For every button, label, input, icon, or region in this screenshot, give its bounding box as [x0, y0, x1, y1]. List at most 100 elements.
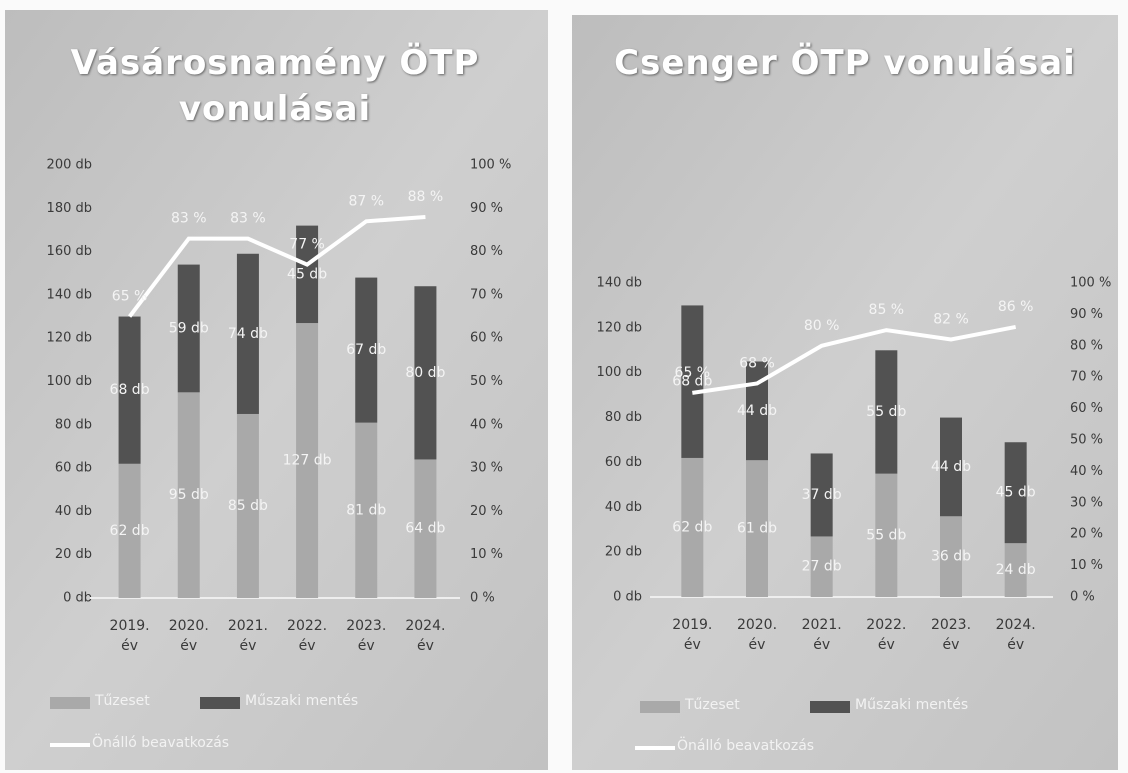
y2-tick-label: 30 %: [1070, 495, 1103, 510]
legend-swatch: [640, 701, 680, 713]
y2-tick-label: 70 %: [470, 287, 503, 302]
x-tick-label: 2024. év: [405, 618, 446, 654]
y-tick-label: 140 db: [47, 287, 92, 302]
bar-segment: [177, 264, 200, 393]
y2-tick-label: 10 %: [470, 547, 503, 562]
bar-segment: [355, 277, 378, 423]
line-label: 82 %: [933, 312, 969, 328]
legend-label: Műszaki mentés: [245, 693, 359, 709]
y2-tick-label: 50 %: [1070, 433, 1103, 448]
y-tick-label: 120 db: [47, 331, 92, 346]
legend-label: Tűzeset: [95, 693, 150, 709]
data-label: 85 db: [228, 498, 268, 514]
data-label: 68 db: [672, 374, 712, 390]
y2-tick-label: 100 %: [470, 158, 511, 173]
legend-label: Önálló beavatkozás: [92, 735, 230, 751]
data-label: 62 db: [672, 519, 712, 535]
bar-segment: [118, 316, 141, 464]
y2-tick-label: 0 %: [1070, 590, 1095, 605]
line-label: 83 %: [230, 211, 266, 227]
y2-tick-label: 0 %: [470, 591, 495, 606]
bar-segment: [177, 392, 200, 598]
line-label: 68 %: [739, 355, 775, 371]
x-tick-label: 2024. év: [995, 617, 1036, 653]
y-tick-label: 60 db: [605, 455, 642, 470]
y2-tick-label: 50 %: [470, 374, 503, 389]
y-tick-label: 160 db: [47, 244, 92, 259]
data-label: 61 db: [737, 521, 777, 537]
x-tick-label: 2020. év: [736, 617, 778, 653]
line-series: [127, 214, 426, 318]
data-label: 36 db: [931, 549, 971, 565]
line-label: 85 %: [869, 302, 905, 318]
y-tick-label: 180 db: [47, 201, 92, 216]
line-label: 65 %: [675, 365, 711, 381]
line-label: 65 %: [112, 289, 148, 305]
y2-tick-label: 80 %: [1070, 338, 1103, 353]
y2-tick-label: 90 %: [1070, 307, 1103, 322]
bar-segment: [1004, 543, 1027, 597]
bar-segment: [875, 350, 898, 474]
data-label: 80 db: [405, 365, 445, 381]
bar-segment: [236, 253, 259, 414]
bar-segment: [355, 422, 378, 598]
data-label: 45 db: [996, 485, 1036, 501]
x-tick-label: 2023. év: [346, 618, 387, 654]
x-tick-label: 2019. év: [672, 617, 713, 653]
data-label: 44 db: [931, 459, 971, 475]
bar-segment: [940, 417, 962, 517]
y-tick-label: 0 db: [613, 590, 642, 605]
line-label: 80 %: [804, 318, 840, 334]
x-tick-label: 2022. év: [866, 617, 907, 653]
data-label: 62 db: [110, 523, 150, 539]
y-tick-label: 40 db: [605, 500, 642, 515]
line-label: 86 %: [998, 299, 1034, 315]
data-label: 59 db: [169, 320, 209, 336]
x-tick-label: 2022. év: [287, 618, 328, 654]
legend-swatch: [200, 697, 240, 709]
data-label: 37 db: [802, 487, 842, 503]
y2-tick-label: 60 %: [1070, 401, 1103, 416]
line-series: [692, 324, 1017, 395]
bar-segment: [118, 463, 141, 598]
data-label: 81 db: [346, 502, 386, 518]
bar-segment: [810, 453, 833, 537]
y2-tick-label: 40 %: [470, 417, 503, 432]
line-label: 83 %: [171, 211, 207, 227]
bar-segment: [414, 286, 437, 460]
y2-tick-label: 70 %: [1070, 370, 1103, 385]
data-label: 45 db: [287, 266, 327, 282]
chart-title: Vásárosnamény ÖTP vonulásai: [70, 43, 480, 129]
legend-swatch: [50, 697, 90, 709]
data-label: 95 db: [169, 487, 209, 503]
y2-tick-label: 20 %: [1070, 527, 1103, 542]
data-label: 27 db: [802, 559, 842, 575]
bar-segment: [810, 536, 833, 597]
x-tick-label: 2021. év: [801, 617, 842, 653]
y-tick-label: 20 db: [605, 545, 642, 560]
y2-tick-label: 20 %: [470, 504, 503, 519]
y-tick-label: 200 db: [47, 158, 92, 173]
data-label: 44 db: [737, 403, 777, 419]
bar-segment: [296, 225, 319, 324]
bar-segment: [296, 323, 319, 598]
y-tick-label: 20 db: [55, 547, 92, 562]
line-label: 77 %: [289, 237, 325, 253]
data-label: 67 db: [346, 342, 386, 358]
panel: [572, 15, 1118, 770]
data-label: 55 db: [866, 527, 906, 543]
data-label: 68 db: [110, 382, 150, 398]
y-tick-label: 80 db: [55, 417, 92, 432]
bar-segment: [875, 473, 898, 597]
bar-segment: [236, 413, 259, 598]
x-tick-label: 2020. év: [168, 618, 209, 654]
y-tick-label: 40 db: [55, 504, 92, 519]
panel: [5, 10, 548, 770]
legend-label: Önálló beavatkozás: [677, 738, 815, 754]
data-label: 127 db: [283, 453, 332, 469]
y2-tick-label: 10 %: [1070, 558, 1103, 573]
y2-tick-label: 60 %: [470, 331, 503, 346]
y-tick-label: 60 db: [55, 461, 92, 476]
